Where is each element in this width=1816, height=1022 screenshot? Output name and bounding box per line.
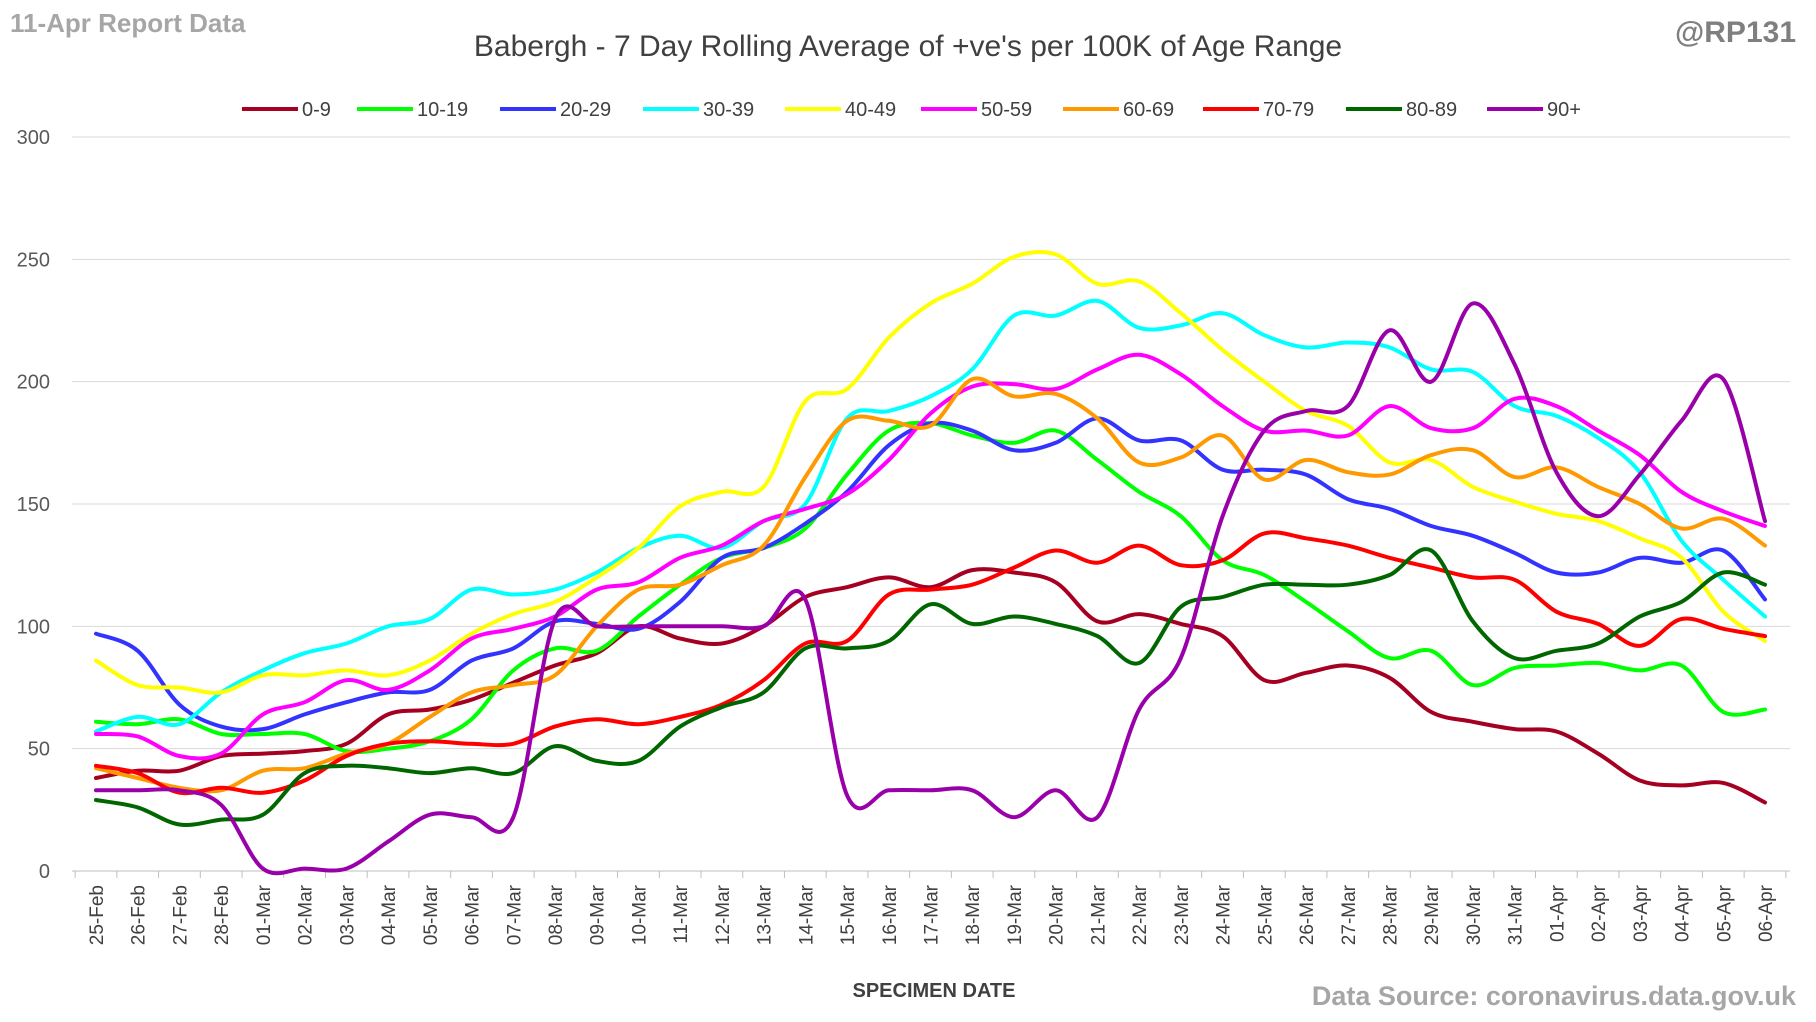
legend-label: 70-79 [1263, 99, 1314, 121]
x-tick-label: 29-Mar [1422, 884, 1443, 945]
series-line-40-49 [94, 249, 1767, 695]
x-tick-label: 27-Feb [170, 885, 191, 945]
gridlines [72, 136, 1790, 872]
legend-label: 0-9 [302, 99, 331, 121]
x-tick-label: 07-Mar [504, 884, 525, 945]
y-tick-label: 150 [17, 494, 50, 516]
x-tick-label: 17-Mar [922, 884, 943, 945]
x-tick-label: 19-Mar [1005, 884, 1026, 945]
legend-label: 50-59 [981, 99, 1032, 121]
y-axis: 0 50 100 150 200 250 300 [17, 127, 50, 883]
report-label: 11-Apr Report Data [10, 8, 246, 38]
y-tick-label: 300 [17, 127, 50, 149]
x-tick-label: 02-Apr [1589, 884, 1610, 942]
x-tick-label: 15-Mar [838, 884, 859, 945]
series-line-80-89 [94, 547, 1767, 827]
x-tick-label: 10-Mar [629, 884, 650, 945]
x-tick-label: 03-Apr [1631, 884, 1652, 942]
x-tick-label: 09-Mar [588, 884, 609, 945]
x-tick-label: 06-Apr [1756, 884, 1777, 942]
x-tick-label: 04-Mar [379, 884, 400, 945]
y-tick-label: 250 [17, 249, 50, 271]
legend-label: 10-19 [417, 99, 468, 121]
x-tick-label: 18-Mar [963, 884, 984, 945]
x-tick-label: 30-Mar [1464, 884, 1485, 945]
x-tick-label: 08-Mar [546, 884, 567, 945]
x-tick-label: 27-Mar [1339, 884, 1360, 945]
x-tick-label: 21-Mar [1088, 884, 1109, 945]
author-handle: @RP131 [1675, 16, 1796, 49]
x-tick-label: 05-Apr [1714, 884, 1735, 942]
x-tick-label: 23-Mar [1172, 884, 1193, 945]
y-tick-label: 50 [28, 739, 50, 761]
x-tick-label: 05-Mar [421, 884, 442, 945]
series-line-90+ [94, 301, 1767, 876]
legend-label: 20-29 [560, 99, 611, 121]
x-tick-label: 22-Mar [1130, 884, 1151, 945]
legend-label: 90+ [1547, 99, 1581, 121]
series-lines [94, 249, 1767, 876]
legend-label: 60-69 [1123, 99, 1174, 121]
legend-label: 80-89 [1406, 99, 1457, 121]
x-tick-label: 25-Feb [87, 885, 108, 945]
x-tick-label: 25-Mar [1255, 884, 1276, 945]
x-axis-label: SPECIMEN DATE [853, 980, 1016, 1002]
series-line-70-79 [94, 530, 1767, 796]
x-tick-label: 26-Mar [1297, 884, 1318, 945]
series-line-0-9 [94, 567, 1767, 805]
x-tick-label: 04-Apr [1673, 884, 1694, 942]
series-line-20-29 [94, 416, 1767, 733]
legend-label: 30-39 [703, 99, 754, 121]
x-tick-label: 03-Mar [337, 884, 358, 945]
x-tick-label: 01-Mar [254, 884, 275, 945]
x-tick-label: 20-Mar [1047, 884, 1068, 945]
y-tick-label: 200 [17, 372, 50, 394]
x-tick-label: 11-Mar [671, 884, 692, 943]
x-tick-label: 26-Feb [129, 885, 150, 945]
x-tick-label: 12-Mar [713, 884, 734, 945]
x-tick-label: 06-Mar [463, 884, 484, 945]
series-line-30-39 [94, 298, 1767, 734]
data-source: Data Source: coronavirus.data.gov.uk [1311, 981, 1796, 1011]
x-tick-label: 02-Mar [296, 884, 317, 945]
y-tick-label: 0 [39, 861, 50, 883]
legend-label: 40-49 [845, 99, 896, 121]
x-tick-label: 13-Mar [755, 884, 776, 945]
x-tick-label: 24-Mar [1214, 884, 1235, 945]
x-tick-label: 28-Mar [1380, 884, 1401, 945]
chart-title: Babergh - 7 Day Rolling Average of +ve's… [474, 30, 1342, 63]
series-line-50-59 [94, 352, 1767, 761]
x-tick-label: 01-Apr [1547, 884, 1568, 942]
x-tick-label: 16-Mar [880, 884, 901, 945]
x-tick-label: 14-Mar [796, 884, 817, 945]
x-tick-label: 31-Mar [1506, 884, 1527, 945]
x-axis: 25-Feb 26-Feb 27-Feb 28-Feb 01-Mar 02-Mar 03-M… [74, 871, 1787, 945]
y-tick-label: 100 [17, 616, 50, 638]
legend: 0-9 10-19 20-29 30-39 40-49 50-59 60-69 70-79 80… [242, 99, 1581, 121]
x-tick-label: 28-Feb [212, 885, 233, 945]
